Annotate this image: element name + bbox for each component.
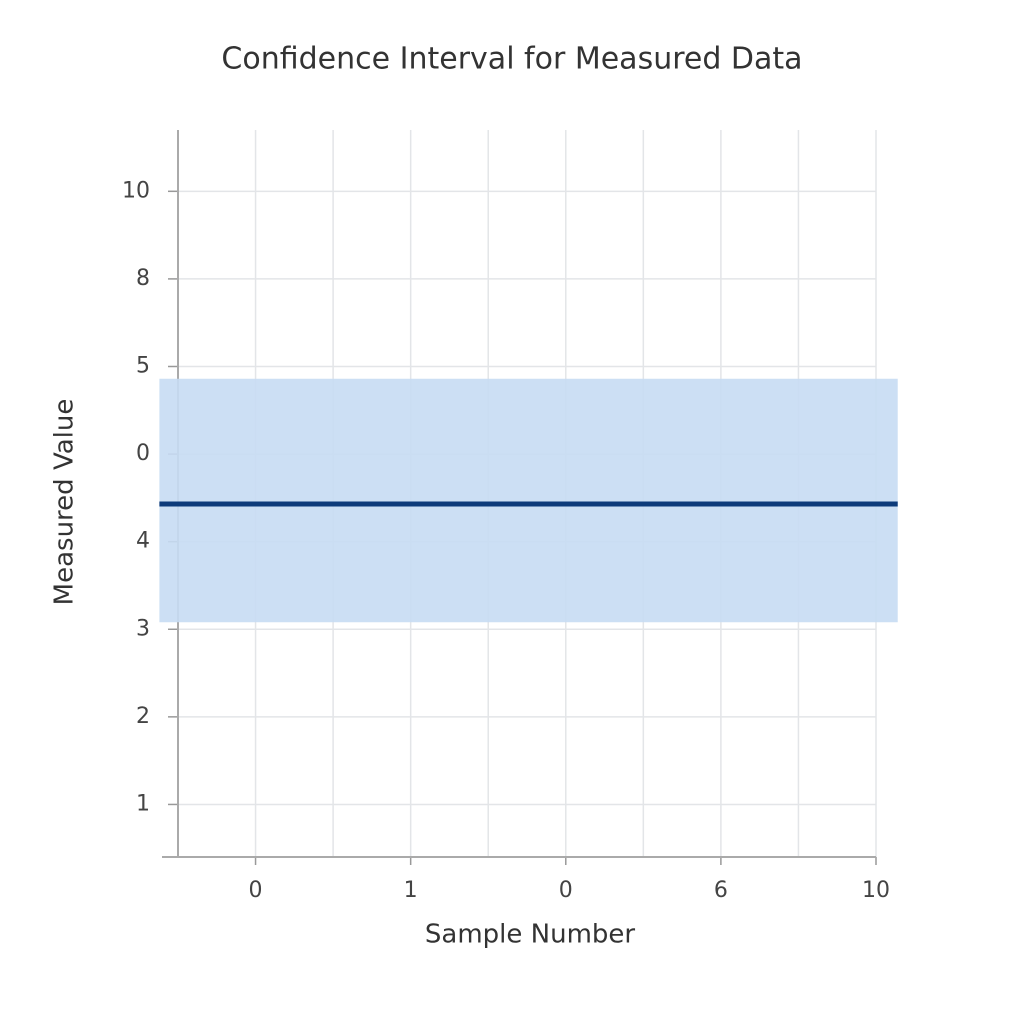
x-tick-label: 1: [404, 878, 418, 903]
y-tick-label: 5: [136, 353, 150, 378]
y-tick-label: 2: [136, 704, 150, 729]
x-axis-label: Sample Number: [425, 920, 636, 950]
x-tick-label: 0: [559, 878, 573, 903]
x-tick-label: 0: [249, 878, 263, 903]
chart-title: Confidence Interval for Measured Data: [221, 42, 802, 77]
confidence-band: [159, 378, 898, 623]
x-tick-label: 6: [714, 878, 728, 903]
y-tick-label: 4: [136, 529, 150, 554]
y-tick-label: 1: [136, 791, 150, 816]
y-tick-label: 8: [136, 266, 150, 291]
y-tick-label: 10: [122, 178, 150, 203]
y-tick-label: 0: [136, 441, 150, 466]
x-tick-label: 10: [862, 878, 890, 903]
y-tick-label: 3: [136, 616, 150, 641]
y-axis-label: Measured Value: [50, 399, 80, 606]
